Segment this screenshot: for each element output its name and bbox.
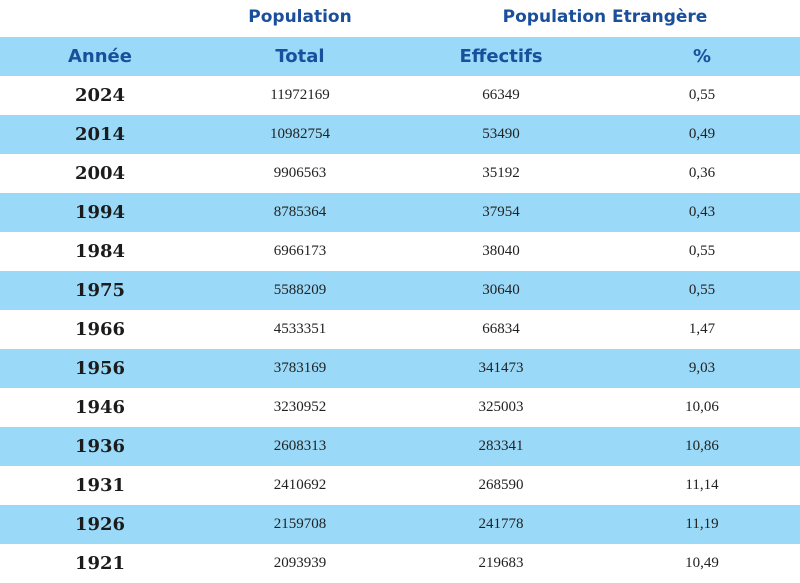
year-cell: 1966 [74, 319, 126, 340]
total-cell: 2093939 [273, 555, 327, 571]
effectifs-cell: 241778 [478, 516, 524, 532]
percent-cell: 11,14 [685, 477, 719, 493]
year-cell: 1975 [74, 280, 126, 301]
column-header-effectifs: Effectifs [459, 46, 543, 67]
percent-cell: 0,55 [688, 87, 716, 103]
total-cell: 5588209 [273, 282, 327, 298]
table-row: 1956 3783169 341473 9,03 [0, 349, 800, 388]
effectifs-cell: 268590 [478, 477, 524, 493]
effectifs-cell: 325003 [478, 399, 524, 415]
percent-cell: 1,47 [688, 321, 716, 337]
group-header-foreign-population: Population Etrangère [502, 7, 708, 27]
percent-cell: 0,49 [688, 126, 716, 142]
table-row: 2024 11972169 66349 0,55 [0, 76, 800, 115]
year-cell: 1931 [74, 475, 126, 496]
effectifs-cell: 38040 [482, 243, 520, 259]
table-row: 2014 10982754 53490 0,49 [0, 115, 800, 154]
effectifs-cell: 37954 [482, 204, 520, 220]
table-row: 1936 2608313 283341 10,86 [0, 427, 800, 466]
year-cell: 1984 [74, 241, 126, 262]
total-cell: 4533351 [273, 321, 327, 337]
percent-cell: 10,06 [685, 399, 719, 415]
effectifs-cell: 219683 [478, 555, 524, 571]
year-cell: 2014 [74, 124, 126, 145]
year-cell: 1994 [74, 202, 126, 223]
group-header: Population Population Etrangère [0, 0, 800, 37]
year-cell: 1956 [74, 358, 126, 379]
column-header-row: Année Total Effectifs % [0, 37, 800, 76]
effectifs-cell: 30640 [482, 282, 520, 298]
percent-cell: 0,43 [688, 204, 716, 220]
total-cell: 2159708 [273, 516, 327, 532]
total-cell: 6966173 [273, 243, 327, 259]
effectifs-cell: 341473 [478, 360, 524, 376]
total-cell: 3783169 [273, 360, 327, 376]
year-cell: 2004 [74, 163, 126, 184]
effectifs-cell: 35192 [482, 165, 520, 181]
total-cell: 2608313 [273, 438, 327, 454]
table-row: 1984 6966173 38040 0,55 [0, 232, 800, 271]
total-cell: 11972169 [270, 87, 330, 103]
effectifs-cell: 283341 [478, 438, 524, 454]
table-row: 1926 2159708 241778 11,19 [0, 505, 800, 544]
group-header-population: Population [248, 7, 352, 27]
table-row: 1921 2093939 219683 10,49 [0, 544, 800, 583]
table-row: 2004 9906563 35192 0,36 [0, 154, 800, 193]
effectifs-cell: 66834 [482, 321, 520, 337]
total-cell: 3230952 [273, 399, 327, 415]
column-header-percent: % [692, 46, 712, 67]
percent-cell: 10,86 [685, 438, 719, 454]
percent-cell: 0,36 [688, 165, 716, 181]
total-cell: 9906563 [273, 165, 327, 181]
table-row: 1966 4533351 66834 1,47 [0, 310, 800, 349]
table-row: 1931 2410692 268590 11,14 [0, 466, 800, 505]
year-cell: 1921 [74, 553, 126, 574]
table-row: 1994 8785364 37954 0,43 [0, 193, 800, 232]
total-cell: 10982754 [270, 126, 330, 142]
percent-cell: 9,03 [688, 360, 716, 376]
year-cell: 1926 [74, 514, 126, 535]
percent-cell: 11,19 [685, 516, 719, 532]
total-cell: 2410692 [273, 477, 327, 493]
percent-cell: 0,55 [688, 243, 716, 259]
year-cell: 1946 [74, 397, 126, 418]
year-cell: 2024 [74, 85, 126, 106]
total-cell: 8785364 [273, 204, 327, 220]
percent-cell: 10,49 [685, 555, 719, 571]
percent-cell: 0,55 [688, 282, 716, 298]
table-row: 1946 3230952 325003 10,06 [0, 388, 800, 427]
column-header-year: Année [68, 46, 132, 67]
effectifs-cell: 53490 [482, 126, 520, 142]
table-row: 1975 5588209 30640 0,55 [0, 271, 800, 310]
effectifs-cell: 66349 [482, 87, 520, 103]
column-header-total: Total [275, 46, 325, 67]
year-cell: 1936 [74, 436, 126, 457]
